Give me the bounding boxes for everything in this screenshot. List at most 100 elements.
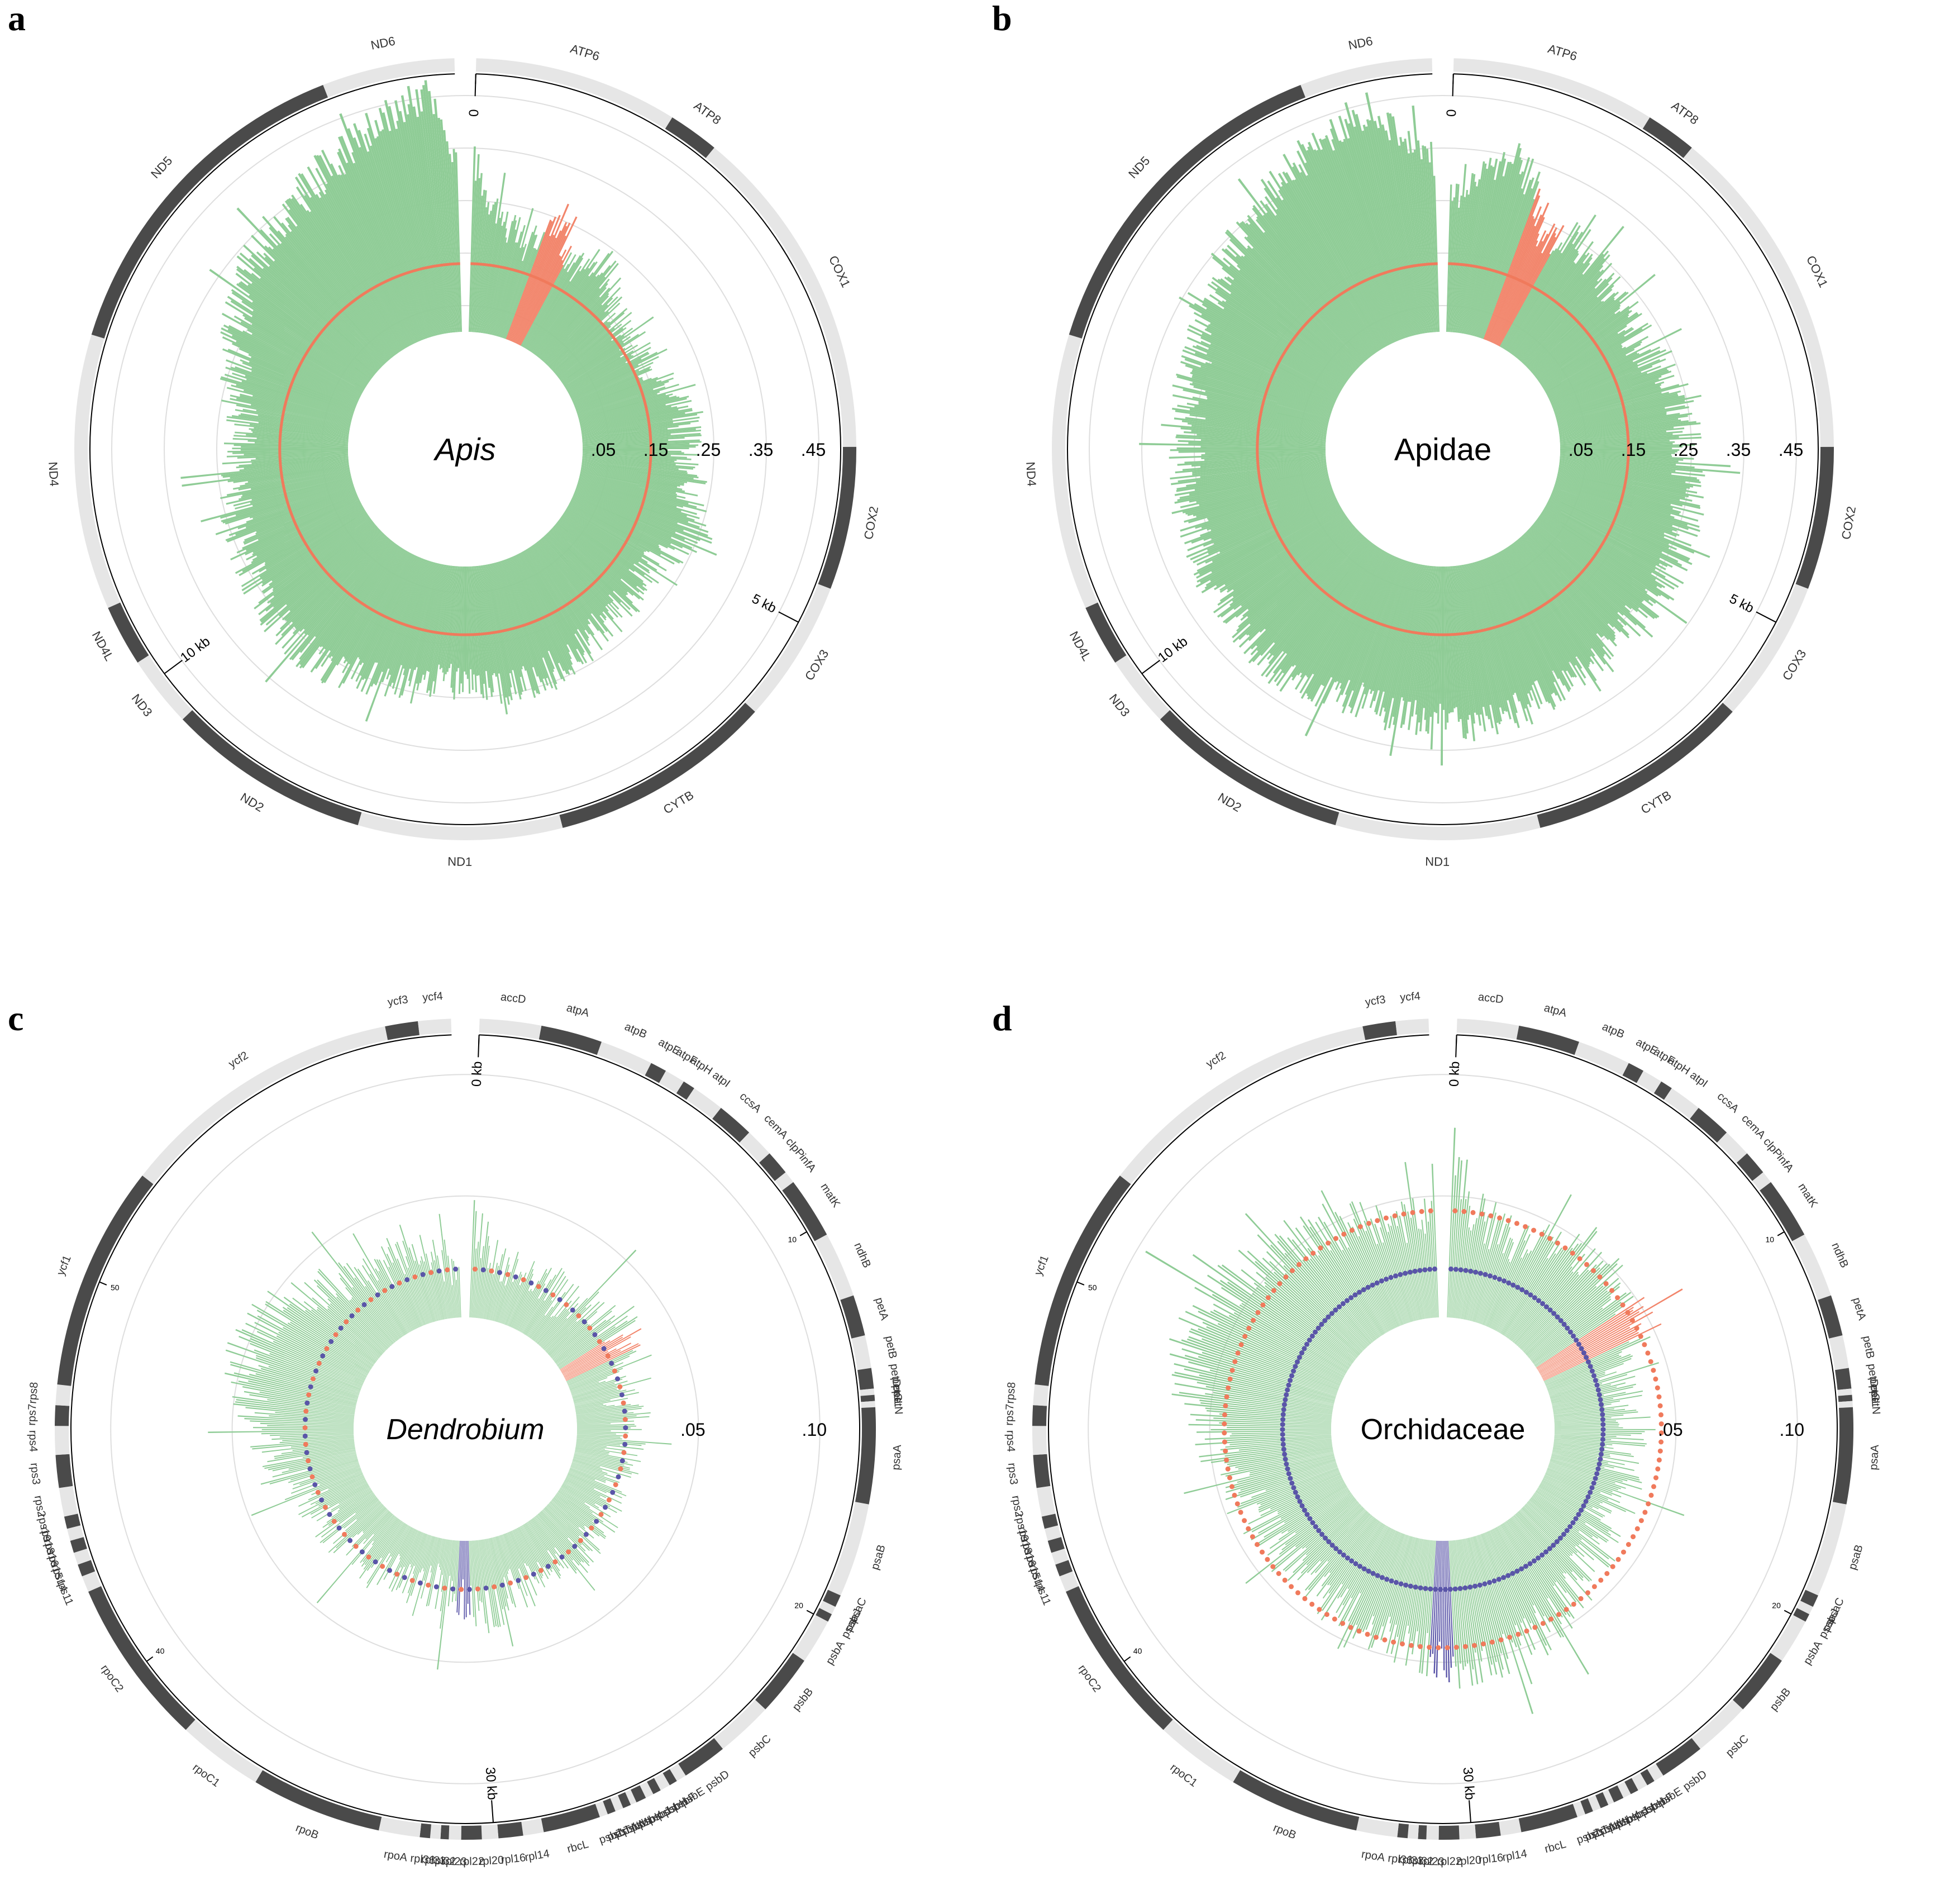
- bar: [558, 520, 644, 586]
- bar: [399, 1528, 414, 1556]
- bar: [521, 551, 584, 665]
- bar: [262, 216, 389, 361]
- bar: [1553, 1446, 1610, 1457]
- reference-dot-blue: [1295, 1359, 1300, 1365]
- bar: [1528, 529, 1619, 613]
- bar: [367, 151, 430, 338]
- reference-dot: [623, 1425, 628, 1431]
- bar: [1279, 546, 1378, 692]
- bar: [509, 558, 555, 669]
- bar: [581, 460, 687, 473]
- bar: [1467, 176, 1504, 335]
- reference-dot-blue: [1555, 1314, 1560, 1320]
- reference-dot: [603, 1505, 608, 1510]
- reference-dot: [333, 1332, 339, 1337]
- bar: [1201, 453, 1326, 459]
- bar: [1197, 501, 1338, 572]
- bar: [478, 1236, 489, 1318]
- bar: [532, 261, 595, 353]
- bar: [506, 559, 558, 690]
- bar: [316, 155, 413, 345]
- bar: [283, 1297, 375, 1364]
- bar: [528, 1279, 569, 1337]
- bar: [1493, 1230, 1545, 1330]
- bar: [386, 1526, 412, 1572]
- bar: [582, 434, 671, 441]
- bar: [1464, 158, 1498, 334]
- bar: [1468, 1202, 1497, 1321]
- bar: [1548, 1371, 1617, 1394]
- bar: [304, 537, 389, 635]
- bar: [1337, 1524, 1384, 1599]
- bar: [298, 1475, 364, 1507]
- bar: [1262, 215, 1372, 356]
- gene-block: [74, 334, 121, 608]
- bar: [1550, 1383, 1603, 1399]
- bar: [566, 508, 660, 565]
- bar: [485, 1274, 494, 1320]
- bar: [1192, 382, 1330, 420]
- reference-dot-blue: [1289, 1373, 1294, 1378]
- bar: [1193, 385, 1329, 421]
- bar: [364, 134, 430, 338]
- reference-dot: [576, 1313, 581, 1318]
- reference-dot: [612, 1368, 617, 1374]
- gene-label: atpH: [1666, 1054, 1692, 1077]
- bar: [339, 1486, 370, 1505]
- bar: [501, 560, 538, 677]
- bar: [497, 1251, 519, 1322]
- gene-label: rps7: [26, 1403, 39, 1426]
- bar: [581, 416, 700, 434]
- bar: [399, 1529, 416, 1560]
- bar: [1195, 506, 1341, 588]
- gene-block: [1085, 602, 1127, 663]
- bar: [1256, 535, 1364, 651]
- bar: [1238, 526, 1355, 628]
- kb-minor-tick: [1123, 1656, 1131, 1662]
- bar: [256, 1331, 365, 1382]
- bar: [582, 439, 700, 445]
- bar: [1244, 236, 1364, 364]
- bar: [570, 501, 659, 546]
- gene-block: [1518, 1803, 1577, 1832]
- bar: [374, 1259, 413, 1331]
- bar: [274, 260, 382, 368]
- bar: [1233, 1312, 1346, 1375]
- bar: [1522, 278, 1603, 364]
- bar: [376, 1522, 404, 1564]
- reference-dot: [373, 1559, 378, 1565]
- reference-dot: [597, 1339, 602, 1344]
- reference-dot-blue: [1491, 1578, 1497, 1584]
- bar: [524, 262, 575, 349]
- gene-block: [669, 1764, 686, 1781]
- bar: [273, 216, 392, 359]
- reference-dot-blue: [1394, 1580, 1399, 1585]
- bar: [571, 1381, 606, 1393]
- bar: [301, 173, 406, 349]
- bar: [1277, 1478, 1343, 1512]
- gene-block: [823, 1589, 841, 1607]
- bar: [1461, 1539, 1483, 1662]
- bar: [541, 283, 608, 361]
- bar: [569, 503, 684, 564]
- bar: [231, 289, 369, 384]
- bar: [1386, 112, 1424, 334]
- reference-dot-orange: [1657, 1448, 1663, 1454]
- bar: [241, 380, 354, 416]
- bar: [1557, 475, 1701, 510]
- bar: [511, 1530, 528, 1567]
- bar: [1176, 373, 1330, 418]
- bar: [557, 521, 645, 591]
- bar: [1185, 1311, 1342, 1383]
- bar: [407, 104, 447, 334]
- bar: [441, 565, 454, 668]
- bar: [1426, 149, 1437, 332]
- bar: [453, 1261, 458, 1318]
- gene-label: petD: [888, 1363, 903, 1388]
- bar: [242, 408, 350, 429]
- bar: [1505, 548, 1582, 669]
- bar: [1553, 370, 1672, 412]
- bar: [574, 1453, 625, 1466]
- bar: [514, 235, 566, 344]
- bar: [1433, 566, 1440, 712]
